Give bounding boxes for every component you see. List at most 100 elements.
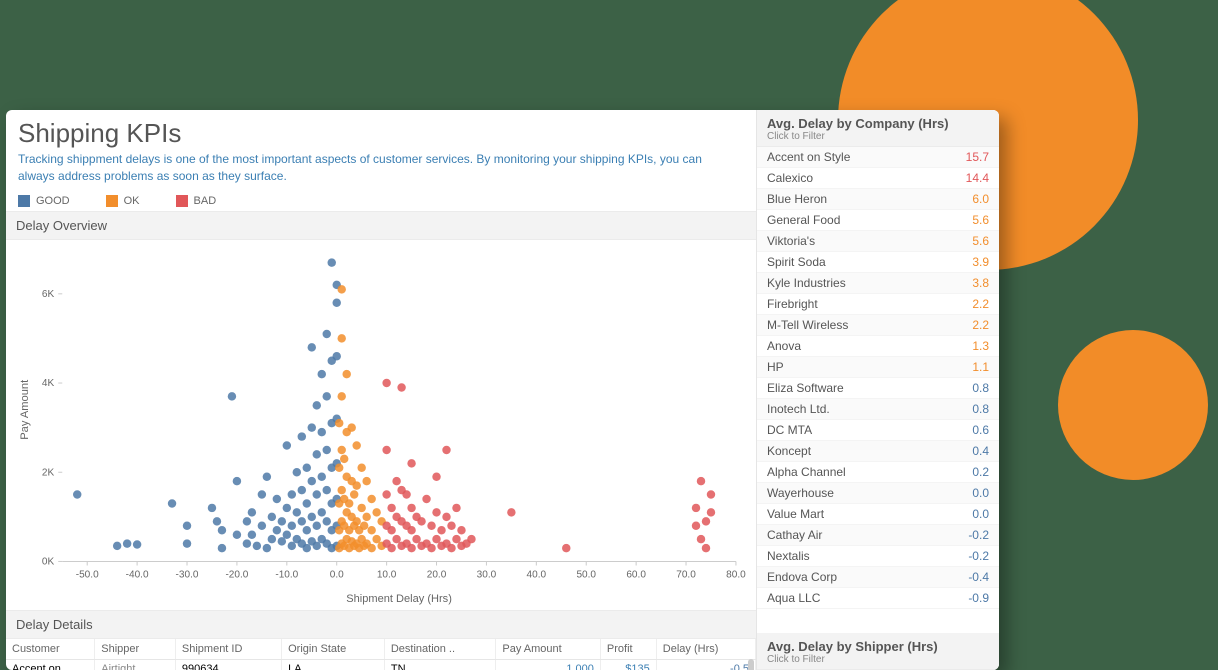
legend-item-good[interactable]: GOOD [18,195,70,207]
company-row[interactable]: Anova 1.3 [757,336,999,357]
svg-text:6K: 6K [42,288,55,299]
legend-label: BAD [194,195,217,207]
details-col-header[interactable]: Delay (Hrs) [656,639,755,660]
details-table-container: CustomerShipperShipment IDOrigin StateDe… [6,639,756,670]
svg-text:30.0: 30.0 [477,569,497,580]
table-cell: TN [384,659,496,670]
overview-heading: Delay Overview [6,211,756,240]
company-row[interactable]: Nextalis-0.2 [757,546,999,567]
company-name: Anova [767,339,801,353]
side-panel: Avg. Delay by Company (Hrs) Click to Fil… [756,110,999,670]
svg-text:Pay Amount: Pay Amount [19,379,31,439]
legend: GOOD OK BAD [6,189,756,211]
svg-text:-30.0: -30.0 [176,569,199,580]
company-name: Inotech Ltd. [767,402,830,416]
svg-text:-50.0: -50.0 [76,569,99,580]
legend-swatch [176,195,188,207]
company-value: 0.0 [972,486,989,500]
company-name: DC MTA [767,423,812,437]
company-name: Value Mart [767,507,824,521]
svg-text:-40.0: -40.0 [126,569,149,580]
company-name: Eliza Software [767,381,844,395]
svg-text:50.0: 50.0 [576,569,596,580]
svg-text:2K: 2K [42,467,55,478]
company-row[interactable]: Accent on Style15.7 [757,147,999,168]
table-cell: Airtight [95,659,176,670]
svg-text:10.0: 10.0 [377,569,397,580]
company-row[interactable]: Calexico 14.4 [757,168,999,189]
decor-circle-small [1058,330,1208,480]
table-cell: Accent on [6,659,95,670]
table-row[interactable]: Accent onAirtight990634LATN1,000$135-0.5 [6,659,756,670]
details-col-header[interactable]: Profit [600,639,656,660]
details-col-header[interactable]: Destination .. [384,639,496,660]
details-col-header[interactable]: Shipment ID [175,639,281,660]
company-name: Endova Corp [767,570,837,584]
svg-text:60.0: 60.0 [626,569,646,580]
company-value: 14.4 [966,171,989,185]
company-name: Koncept [767,444,811,458]
svg-text:40.0: 40.0 [527,569,547,580]
company-value: -0.4 [968,570,989,584]
details-scrollbar[interactable] [748,659,754,670]
legend-item-ok[interactable]: OK [106,195,140,207]
company-row[interactable]: Viktoria's5.6 [757,231,999,252]
company-value: 0.8 [972,402,989,416]
company-row[interactable]: General Food5.6 [757,210,999,231]
table-cell: LA [282,659,385,670]
legend-item-bad[interactable]: BAD [176,195,217,207]
company-list[interactable]: Accent on Style15.7 Calexico 14.4 Blue Hero… [757,147,999,633]
company-row[interactable]: DC MTA 0.6 [757,420,999,441]
company-value: 3.9 [972,255,989,269]
details-col-header[interactable]: Customer [6,639,95,660]
svg-text:0.0: 0.0 [330,569,344,580]
company-row[interactable]: Alpha Channel0.2 [757,462,999,483]
company-value: 0.8 [972,381,989,395]
company-value: 6.0 [972,192,989,206]
delay-overview-chart[interactable]: 0K2K4K6K-50.0-40.0-30.0-20.0-10.00.010.0… [6,240,756,610]
company-value: 2.2 [972,318,989,332]
company-row[interactable]: Firebright2.2 [757,294,999,315]
table-cell: -0.5 [656,659,755,670]
company-row[interactable]: Wayerhouse0.0 [757,483,999,504]
company-row[interactable]: Eliza Software 0.8 [757,378,999,399]
company-row[interactable]: Koncept0.4 [757,441,999,462]
legend-swatch [18,195,30,207]
table-cell: 1,000 [496,659,601,670]
details-col-header[interactable]: Shipper [95,639,176,660]
company-value: 2.2 [972,297,989,311]
company-row[interactable]: Value Mart0.0 [757,504,999,525]
company-row[interactable]: Blue Heron 6.0 [757,189,999,210]
company-row[interactable]: Kyle Industries3.8 [757,273,999,294]
details-table[interactable]: CustomerShipperShipment IDOrigin StateDe… [6,639,756,670]
company-row[interactable]: Endova Corp -0.4 [757,567,999,588]
company-row[interactable]: HP1.1 [757,357,999,378]
company-name: HP [767,360,784,374]
legend-swatch [106,195,118,207]
company-row[interactable]: Spirit Soda3.9 [757,252,999,273]
company-name: Cathay Air [767,528,822,542]
company-value: 0.6 [972,423,989,437]
company-name: Blue Heron [767,192,827,206]
company-row[interactable]: M-Tell Wireless 2.2 [757,315,999,336]
company-row[interactable]: Aqua LLC-0.9 [757,588,999,609]
svg-text:-10.0: -10.0 [275,569,298,580]
avg-by-company-subtitle: Click to Filter [767,131,989,142]
company-name: Calexico [767,171,813,185]
page-subtitle: Tracking shippment delays is one of the … [18,151,738,185]
company-value: 5.6 [972,213,989,227]
company-value: -0.9 [968,591,989,605]
details-col-header[interactable]: Pay Amount [496,639,601,660]
company-row[interactable]: Inotech Ltd. 0.8 [757,399,999,420]
company-name: M-Tell Wireless [767,318,848,332]
company-row[interactable]: Cathay Air -0.2 [757,525,999,546]
company-value: -0.2 [968,549,989,563]
dashboard-card: Shipping KPIs Tracking shippment delays … [6,110,999,670]
company-name: Alpha Channel [767,465,846,479]
details-col-header[interactable]: Origin State [282,639,385,660]
legend-label: OK [124,195,140,207]
company-value: -0.2 [968,528,989,542]
table-cell: 990634 [175,659,281,670]
table-cell: $135 [600,659,656,670]
company-value: 1.3 [972,339,989,353]
